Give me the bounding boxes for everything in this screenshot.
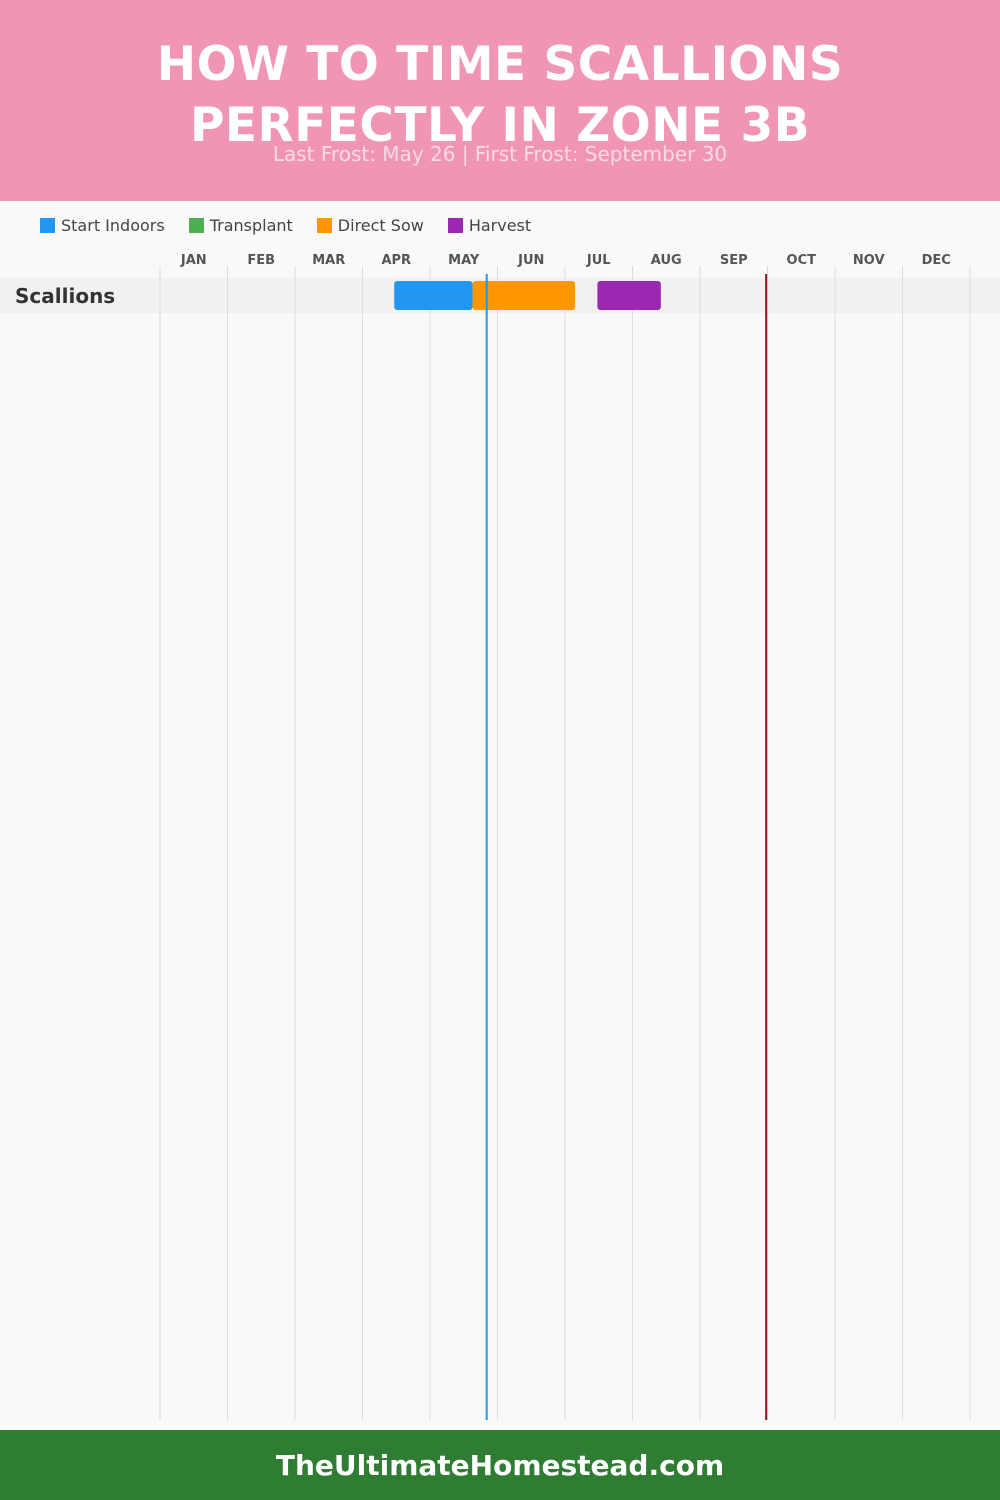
footer-banner: TheUltimateHomestead.com [0,1430,1000,1500]
legend-swatch [40,217,55,233]
legend-label: Start Indoors [61,215,165,235]
legend-label: Transplant [209,215,293,235]
month-tick-label: JUN [517,253,544,268]
legend-item-start-indoors: Start Indoors [40,216,165,235]
month-tick-label: SEP [720,253,748,268]
month-tick-label: OCT [787,253,817,268]
month-tick-label: DEC [922,253,951,268]
legend-swatch [188,217,204,233]
crop-name-label: Scallions [15,284,115,308]
footer-site-link[interactable]: TheUltimateHomestead.com [275,1448,725,1482]
month-tick-label: JAN [180,253,207,268]
month-tick-label: FEB [247,253,275,268]
activity-bar [472,281,576,310]
legend-item-direct-sow: Direct Sow [316,215,424,235]
page-title: HOW TO TIME SCALLIONS PERFECTLY IN ZONE … [0,34,1000,156]
activity-bar [394,281,473,310]
activity-bar [597,281,661,310]
header-banner: HOW TO TIME SCALLIONS PERFECTLY IN ZONE … [0,0,1000,201]
month-tick-label: APR [381,253,411,268]
title-line-2: PERFECTLY IN ZONE 3B [189,98,811,153]
legend-item-harvest: Harvest [447,215,532,235]
month-tick-label: NOV [853,253,885,268]
legend-item-transplant: Transplant [188,215,293,235]
legend-label: Direct Sow [337,215,424,235]
title-line-1: HOW TO TIME SCALLIONS [156,37,844,92]
planting-calendar-chart: JAN FEB MAR APR MAY JUN JUL AUG SEP OCT NOV DEC Scal… [0,253,1000,1420]
legend-swatch [447,217,463,233]
month-tick-label: AUG [651,253,682,268]
legend-label: Harvest [468,215,532,235]
month-tick-label: JUL [586,253,611,268]
legend-swatch [316,217,332,233]
legend: Start Indoors Transplant Direct Sow Harv… [40,213,555,237]
frost-dates-subtitle: Last Frost: May 26 | First Frost: Septem… [272,142,728,166]
month-tick-label: MAY [448,253,480,268]
month-tick-label: MAR [312,253,345,268]
